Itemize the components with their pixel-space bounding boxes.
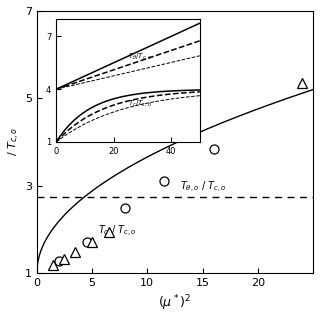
Y-axis label: / $T_{c,o}$: / $T_{c,o}$: [7, 128, 22, 156]
Text: $T_c$ / $T_{c,o}$: $T_c$ / $T_{c,o}$: [98, 224, 136, 239]
Text: $T_{\theta,o}$ / $T_{c,o}$: $T_{\theta,o}$ / $T_{c,o}$: [180, 180, 227, 196]
X-axis label: $(\mu^*)^2$: $(\mu^*)^2$: [158, 293, 191, 313]
